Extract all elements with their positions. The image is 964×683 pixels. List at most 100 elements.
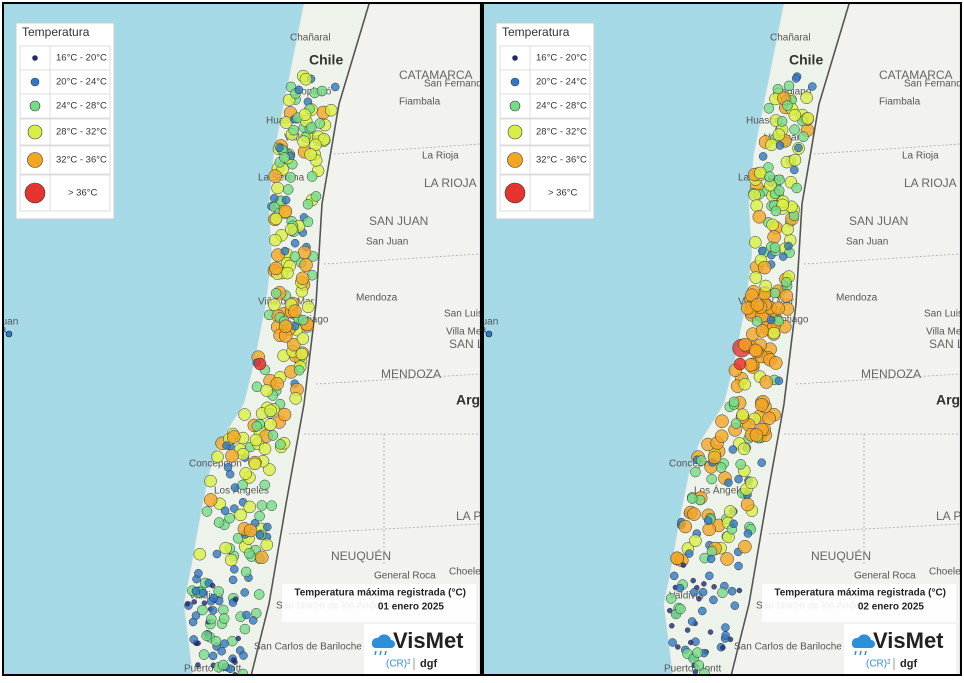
station-dot xyxy=(715,462,727,473)
map-label: San Juan xyxy=(366,237,408,248)
station-dot xyxy=(758,152,768,161)
logo-box xyxy=(844,624,956,674)
station-dot xyxy=(798,131,809,142)
station-dot xyxy=(235,635,241,642)
map-label: Argentina xyxy=(936,392,964,408)
station-dot xyxy=(302,216,314,228)
station-dot xyxy=(288,304,302,318)
legend-title: Temperatura xyxy=(502,25,570,39)
station-dot xyxy=(243,500,256,514)
station-dot xyxy=(243,523,258,538)
map-label: San Juan xyxy=(846,237,888,248)
island xyxy=(485,330,493,338)
legend-swatch xyxy=(507,152,523,168)
map-label: Villa Mercedes xyxy=(926,327,964,338)
station-dot xyxy=(701,581,707,587)
station-dot xyxy=(232,596,239,602)
station-dot xyxy=(721,631,730,640)
station-dot xyxy=(256,500,268,511)
station-dot xyxy=(767,326,781,340)
map-label: La Rioja xyxy=(902,151,939,162)
legend-label: 20°C - 24°C xyxy=(536,77,587,88)
station-dot xyxy=(209,593,218,603)
station-dot xyxy=(766,218,779,232)
map-label: Puerto Montt xyxy=(664,664,721,675)
station-dot xyxy=(783,80,795,92)
station-dot xyxy=(232,672,238,674)
station-dot xyxy=(773,185,785,196)
station-dot xyxy=(218,659,229,671)
map-label: Fiambala xyxy=(399,97,441,108)
station-dot xyxy=(724,505,737,518)
station-dot xyxy=(707,450,722,465)
station-dot xyxy=(290,238,300,248)
station-dot xyxy=(734,561,743,571)
station-dot xyxy=(253,357,267,371)
station-dot xyxy=(209,582,216,589)
map-label: MENDOZA xyxy=(861,367,921,381)
station-dot xyxy=(191,599,197,605)
station-dot xyxy=(211,450,224,464)
station-dot xyxy=(264,404,277,417)
station-dot xyxy=(720,644,726,651)
logo-partner: (CR)² xyxy=(386,659,411,670)
station-dot xyxy=(687,507,701,521)
station-dot xyxy=(239,651,248,660)
station-dot xyxy=(251,420,263,432)
map-label: Chañaral xyxy=(290,33,331,44)
station-dot xyxy=(282,184,294,195)
station-dot xyxy=(304,148,317,161)
station-dot xyxy=(302,300,315,314)
legend-box xyxy=(15,22,115,220)
station-dot xyxy=(736,408,749,421)
station-dot xyxy=(289,251,301,262)
map-label: Mendoza xyxy=(836,293,878,304)
station-dot xyxy=(242,610,251,620)
legend-swatch xyxy=(504,182,526,204)
province-borders xyxy=(288,143,480,564)
station-dot xyxy=(749,236,762,249)
station-dot xyxy=(194,569,203,578)
map-label: San Fernando del Valle de Catamarca xyxy=(424,79,594,90)
station-dot xyxy=(269,194,279,203)
station-dot xyxy=(263,522,272,532)
station-dot xyxy=(213,517,225,528)
station-dot xyxy=(675,644,681,650)
station-dot xyxy=(680,562,687,568)
legend: Temperatura 16°C - 20°C 20°C - 24°C 24°C - … xyxy=(495,22,595,220)
map-label: General Roca xyxy=(854,571,916,582)
logo-cloud xyxy=(851,634,875,648)
caption: Temperatura máxima registrada (°C) xyxy=(294,588,466,599)
station-dot xyxy=(766,315,776,325)
panel-frame xyxy=(482,2,962,676)
station-dot xyxy=(770,205,782,217)
caption-box xyxy=(762,584,956,622)
national-border xyxy=(250,4,370,674)
station-dot xyxy=(728,445,738,454)
station-dot xyxy=(255,530,265,539)
caption-box xyxy=(282,584,476,622)
map-label: LA PAMPA xyxy=(936,509,964,523)
station-dot xyxy=(675,583,685,593)
station-dot xyxy=(198,588,208,598)
legend-label: > 36°C xyxy=(68,188,98,199)
station-dot xyxy=(665,593,677,604)
station-dot xyxy=(275,439,286,450)
station-dot xyxy=(240,566,252,578)
station-dot xyxy=(695,455,707,466)
date: 02 enero 2025 xyxy=(858,602,925,613)
station-dot xyxy=(684,627,691,633)
station-dot xyxy=(197,604,208,616)
station-dot xyxy=(278,319,293,334)
station-dot xyxy=(767,230,781,244)
station-dot xyxy=(260,384,273,397)
logo-name: VisMet xyxy=(393,628,464,653)
station-dot xyxy=(248,616,258,625)
legend-row xyxy=(19,93,111,119)
legend-swatch xyxy=(24,182,46,204)
station-dot xyxy=(729,519,738,529)
station-dot xyxy=(287,337,301,352)
station-dot xyxy=(791,182,802,194)
station-dot xyxy=(690,466,701,478)
